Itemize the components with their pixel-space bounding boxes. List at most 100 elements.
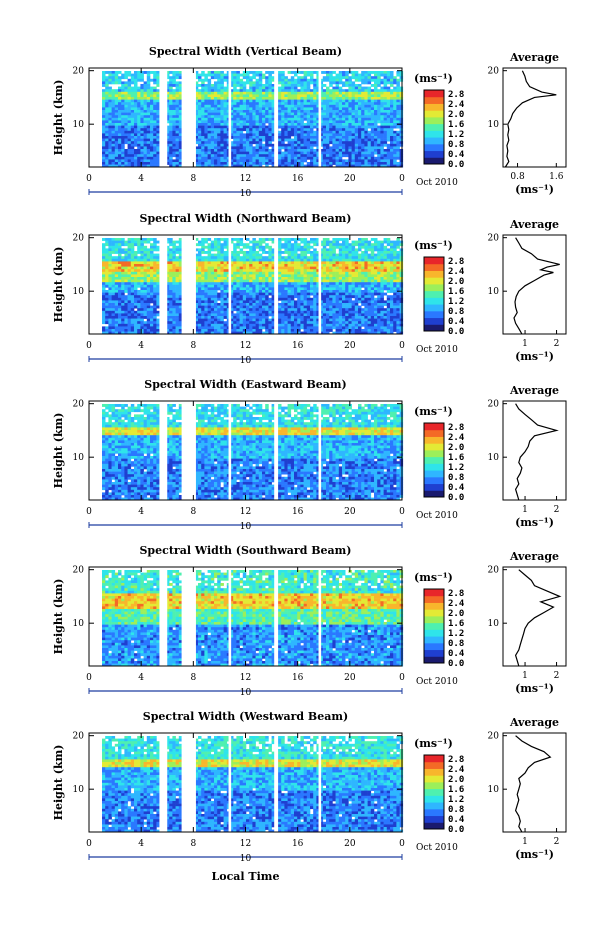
- heatmap-cell: [252, 120, 256, 124]
- heatmap-cell: [399, 104, 404, 108]
- heatmap-cell: [399, 141, 404, 145]
- heatmap-cell: [258, 149, 263, 152]
- heatmap-cell: [127, 310, 132, 314]
- heatmap-cell: [204, 78, 208, 82]
- heatmap-cell: [278, 86, 282, 90]
- heatmap-cell: [143, 107, 148, 111]
- heatmap-cell: [393, 143, 397, 147]
- heatmap-cell: [306, 91, 311, 95]
- heatmap-cell: [207, 297, 212, 301]
- heatmap-cell: [249, 138, 253, 142]
- heatmap-cell: [111, 133, 116, 137]
- heatmap-cell: [118, 326, 122, 330]
- heatmap-cell: [399, 71, 404, 74]
- heatmap-cell: [118, 253, 122, 257]
- heatmap-cell: [175, 316, 180, 319]
- heatmap-cell: [178, 71, 183, 74]
- heatmap-cell: [239, 99, 244, 103]
- heatmap-cell: [271, 102, 276, 106]
- heatmap-cell: [233, 321, 237, 325]
- heatmap-cell: [239, 107, 244, 111]
- heatmap-cell: [220, 104, 224, 108]
- heatmap-cell: [242, 258, 247, 262]
- heatmap-cell: [111, 297, 116, 301]
- heatmap-cell: [338, 86, 343, 90]
- heatmap-cell: [271, 120, 276, 124]
- heatmap-cell: [210, 295, 215, 299]
- heatmap-cell: [166, 297, 170, 301]
- heatmap-cell: [236, 112, 240, 116]
- heatmap-cell: [194, 164, 199, 168]
- y-axis-label: Height (km): [52, 80, 65, 156]
- heatmap-cell: [338, 97, 343, 100]
- heatmap-cell: [130, 164, 135, 168]
- heatmap-cell: [342, 123, 346, 126]
- heatmap-cell: [194, 297, 199, 301]
- heatmap-cell: [342, 128, 346, 132]
- heatmap-cell: [166, 266, 170, 270]
- heatmap-cell: [262, 143, 266, 147]
- heatmap-cell: [230, 313, 234, 317]
- heatmap-cell: [223, 316, 228, 319]
- heatmap-cell: [377, 89, 381, 93]
- heatmap-cell: [236, 117, 240, 121]
- heatmap-cell: [329, 97, 333, 100]
- heatmap-cell: [268, 86, 272, 90]
- heatmap-cell: [310, 146, 314, 150]
- heatmap-cell: [134, 264, 138, 267]
- heatmap-cell: [290, 104, 295, 108]
- heatmap-cell: [175, 143, 180, 147]
- heatmap-cell: [124, 136, 128, 139]
- heatmap-cell: [396, 164, 400, 168]
- heatmap-cell: [338, 117, 343, 121]
- heatmap-cell: [377, 164, 381, 168]
- heatmap-cell: [390, 156, 394, 160]
- heatmap-cell: [233, 94, 237, 98]
- heatmap-cell: [255, 107, 260, 111]
- heatmap-cell: [297, 154, 301, 158]
- heatmap-cell: [223, 269, 228, 273]
- heatmap-cell: [297, 133, 301, 137]
- heatmap-cell: [348, 156, 352, 160]
- heatmap-cell: [278, 136, 282, 139]
- heatmap-cell: [143, 248, 148, 252]
- heatmap-cell: [374, 110, 378, 113]
- heatmap-cell: [233, 329, 237, 332]
- heatmap-cell: [374, 112, 378, 116]
- heatmap-cell: [281, 102, 285, 106]
- heatmap-cell: [268, 136, 272, 139]
- heatmap-cell: [121, 130, 125, 134]
- heatmap-cell: [207, 269, 212, 273]
- heatmap-cell: [354, 133, 359, 137]
- heatmap-cell: [335, 73, 340, 77]
- heatmap-cell: [236, 89, 240, 93]
- heatmap-cell: [143, 269, 148, 273]
- heatmap-cell: [329, 133, 333, 137]
- heatmap-cell: [137, 248, 141, 252]
- heatmap-cell: [303, 138, 308, 142]
- heatmap-cell: [342, 71, 346, 74]
- heatmap-cell: [127, 238, 132, 241]
- heatmap-cell: [335, 117, 340, 121]
- heatmap-cell: [178, 277, 183, 280]
- heatmap-cell: [166, 102, 170, 106]
- heatmap-cell: [201, 269, 205, 273]
- heatmap-cell: [380, 97, 384, 100]
- heatmap-cell: [386, 89, 391, 93]
- heatmap-cell: [342, 84, 346, 87]
- heatmap-cell: [242, 274, 247, 278]
- heatmap-cell: [329, 78, 333, 82]
- heatmap-cell: [134, 297, 138, 301]
- heatmap-cell: [322, 71, 327, 74]
- heatmap-cell: [236, 143, 240, 147]
- heatmap-cell: [102, 159, 106, 163]
- heatmap-cell: [198, 149, 202, 152]
- heatmap-cell: [105, 258, 109, 262]
- heatmap-cell: [124, 91, 128, 95]
- heatmap-cell: [172, 329, 176, 332]
- heatmap-cell: [124, 120, 128, 124]
- heatmap-cell: [102, 136, 106, 139]
- heatmap-cell: [105, 261, 109, 265]
- heatmap-cell: [258, 162, 263, 165]
- heatmap-cell: [121, 128, 125, 132]
